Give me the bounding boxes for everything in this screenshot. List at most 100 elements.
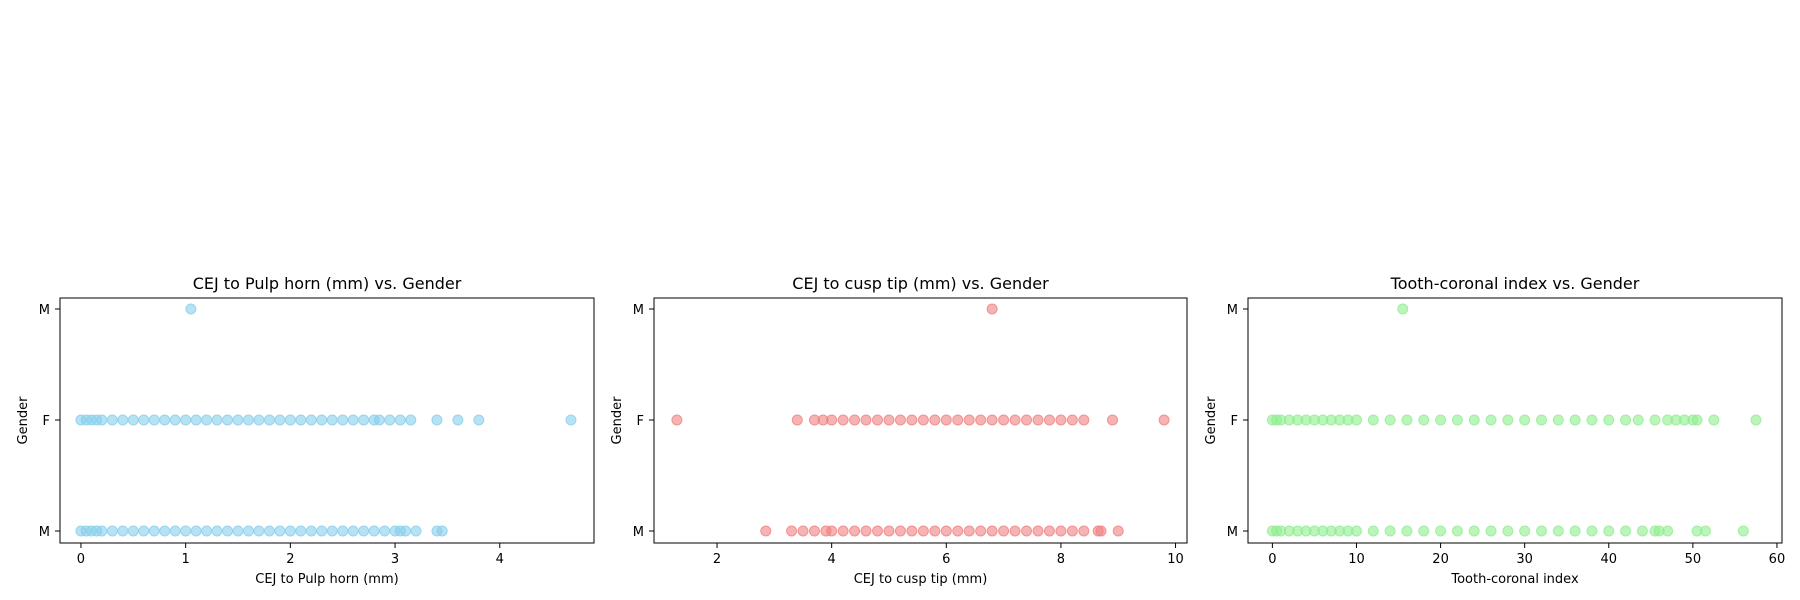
- data-point: [185, 303, 197, 315]
- series-M-3: [1397, 303, 1409, 315]
- data-point: [998, 525, 1010, 537]
- data-point: [295, 414, 307, 426]
- x-tick-label: 2: [713, 552, 721, 567]
- chart-panel-2: 2 4 6 8 10 M F M CEJ to cusp tip (mm) vs. Gender…: [610, 274, 1188, 587]
- x-axis-label: Tooth-coronal index: [1450, 572, 1579, 587]
- data-point: [1468, 525, 1480, 537]
- x-tick-label: 4: [496, 552, 504, 567]
- data-point: [808, 525, 820, 537]
- series-M-1: [1266, 525, 1749, 537]
- series-F-2: [75, 414, 577, 426]
- data-point: [1401, 525, 1413, 537]
- y-tick-label: M: [633, 525, 644, 540]
- series-M-1: [75, 525, 448, 537]
- x-tick-label: 10: [1167, 552, 1184, 567]
- data-point: [284, 525, 296, 537]
- data-point: [159, 525, 171, 537]
- data-point: [1095, 525, 1107, 537]
- data-point: [1066, 414, 1078, 426]
- data-point: [1603, 414, 1615, 426]
- data-point: [1106, 414, 1118, 426]
- data-point: [872, 525, 884, 537]
- data-point: [1662, 525, 1674, 537]
- x-tick-label: 1: [182, 552, 190, 567]
- data-point: [917, 414, 929, 426]
- data-point: [127, 414, 139, 426]
- data-point: [1552, 525, 1564, 537]
- data-point: [201, 525, 213, 537]
- data-point: [894, 414, 906, 426]
- data-point: [883, 525, 895, 537]
- data-point: [1367, 525, 1379, 537]
- data-point: [929, 414, 941, 426]
- data-point: [1397, 303, 1409, 315]
- y-tick-label: M: [39, 525, 50, 540]
- data-point: [1401, 414, 1413, 426]
- data-point: [786, 525, 798, 537]
- data-point: [1350, 525, 1362, 537]
- data-point: [1055, 414, 1067, 426]
- data-point: [1535, 525, 1547, 537]
- data-point: [431, 414, 443, 426]
- x-tick-label: 30: [1516, 552, 1533, 567]
- data-point: [1367, 414, 1379, 426]
- data-point: [872, 414, 884, 426]
- chart-panel-3: 0 10 20 30 40 50 60 M F M Tooth-coronal index vs. …: [1204, 274, 1785, 587]
- data-point: [760, 525, 772, 537]
- data-point: [232, 525, 244, 537]
- data-point: [1750, 414, 1762, 426]
- series-F-2: [671, 414, 1170, 426]
- data-point: [117, 525, 129, 537]
- y-axis-label: Gender: [1204, 396, 1219, 445]
- data-point: [1021, 414, 1033, 426]
- data-point: [242, 414, 254, 426]
- data-point: [436, 525, 448, 537]
- data-point: [1158, 414, 1170, 426]
- data-point: [1078, 414, 1090, 426]
- data-point: [106, 414, 118, 426]
- data-point: [1708, 414, 1720, 426]
- data-point: [138, 414, 150, 426]
- data-point: [1519, 525, 1531, 537]
- data-point: [222, 525, 234, 537]
- data-point: [326, 414, 338, 426]
- data-point: [1485, 525, 1497, 537]
- y-tick-label: M: [633, 303, 644, 318]
- data-point: [274, 414, 286, 426]
- data-point: [860, 414, 872, 426]
- data-point: [253, 525, 265, 537]
- chart-panel-1: 0 1 2 3 4 M F M CEJ to Pulp horn (mm) vs. Gender…: [16, 274, 595, 587]
- data-point: [180, 414, 192, 426]
- data-point: [274, 525, 286, 537]
- data-point: [159, 414, 171, 426]
- data-point: [1569, 525, 1581, 537]
- x-tick-label: 10: [1348, 552, 1365, 567]
- data-point: [180, 525, 192, 537]
- data-point: [986, 303, 998, 315]
- data-point: [211, 414, 223, 426]
- data-point: [1112, 525, 1124, 537]
- y-tick-label: M: [39, 303, 50, 318]
- data-point: [565, 414, 577, 426]
- data-point: [1009, 525, 1021, 537]
- series-M-3: [986, 303, 998, 315]
- data-point: [975, 525, 987, 537]
- series-F-2: [1266, 414, 1762, 426]
- data-point: [1620, 414, 1632, 426]
- data-point: [1737, 525, 1749, 537]
- y-tick-label: F: [637, 414, 644, 429]
- data-point: [1649, 414, 1661, 426]
- data-point: [1569, 414, 1581, 426]
- x-tick-label: 40: [1600, 552, 1617, 567]
- data-point: [940, 525, 952, 537]
- data-point: [1418, 525, 1430, 537]
- data-point: [860, 525, 872, 537]
- data-point: [138, 525, 150, 537]
- data-point: [1699, 525, 1711, 537]
- data-point: [1032, 414, 1044, 426]
- data-point: [394, 414, 406, 426]
- data-point: [849, 525, 861, 537]
- data-point: [1066, 525, 1078, 537]
- data-point: [986, 414, 998, 426]
- data-point: [96, 525, 108, 537]
